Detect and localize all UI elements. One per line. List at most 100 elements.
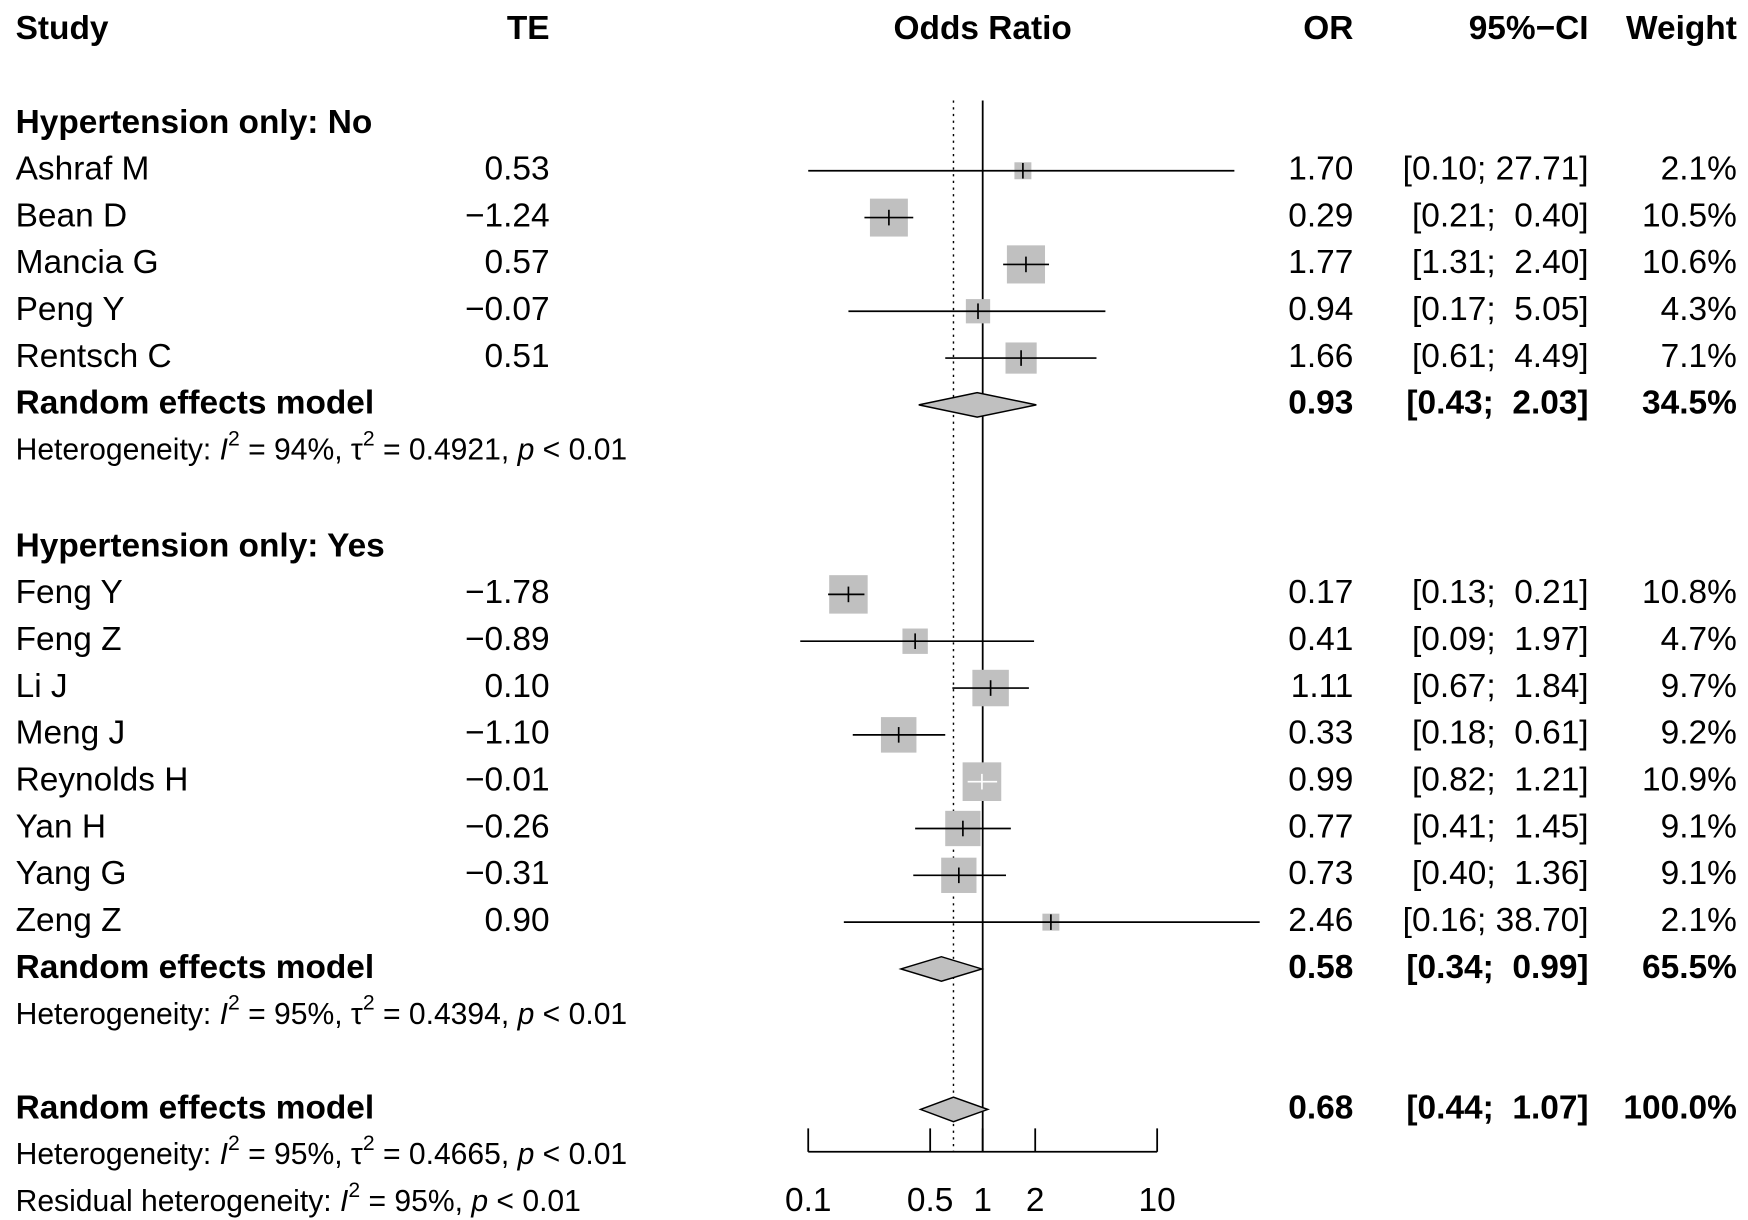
x-tick-label: 2 bbox=[1026, 1182, 1045, 1219]
heterogeneity-part: p bbox=[470, 1185, 488, 1218]
te-label: −1.24 bbox=[465, 197, 550, 234]
heterogeneity-part: = 0.4394, bbox=[375, 998, 518, 1031]
or-label: 0.68 bbox=[1288, 1089, 1353, 1126]
study-name: Mancia G bbox=[16, 244, 159, 281]
x-tick-label: 0.5 bbox=[907, 1182, 953, 1219]
weight-label: 4.7% bbox=[1661, 621, 1737, 658]
header-or: OR bbox=[1303, 10, 1353, 47]
or-label: 0.41 bbox=[1288, 621, 1353, 658]
study-name: Peng Y bbox=[16, 291, 125, 328]
model-label: Random effects model bbox=[16, 949, 375, 986]
heterogeneity-part: 2 bbox=[348, 1178, 360, 1201]
heterogeneity: Heterogeneity: I2 = 95%, τ2 = 0.4394, p … bbox=[16, 991, 628, 1031]
heterogeneity-part: I bbox=[340, 1185, 349, 1218]
te-label: −1.78 bbox=[465, 574, 550, 611]
heterogeneity-part: Heterogeneity: bbox=[16, 1138, 220, 1171]
heterogeneity-part: I bbox=[220, 998, 229, 1031]
weight-label: 10.8% bbox=[1642, 574, 1737, 611]
te-label: 0.10 bbox=[485, 668, 550, 705]
study-name: Rentsch C bbox=[16, 338, 172, 375]
ci-label: [0.40; 1.36] bbox=[1412, 855, 1589, 892]
te-label: −0.89 bbox=[465, 621, 550, 658]
ci-label: [0.10; 27.71] bbox=[1403, 151, 1589, 188]
ci-label: [0.13; 0.21] bbox=[1412, 574, 1589, 611]
or-label: 0.77 bbox=[1288, 808, 1353, 845]
summary-diamond bbox=[918, 391, 1037, 418]
weight-label: 10.9% bbox=[1642, 762, 1737, 799]
ci-label: [0.44; 1.07] bbox=[1406, 1089, 1588, 1126]
heterogeneity-part: p bbox=[517, 998, 535, 1031]
heterogeneity-part: 2 bbox=[228, 991, 240, 1014]
or-label: 0.17 bbox=[1288, 574, 1353, 611]
heterogeneity-part: 2 bbox=[228, 427, 240, 450]
heterogeneity-part: Heterogeneity: bbox=[16, 434, 220, 467]
heterogeneity-part: τ bbox=[351, 434, 363, 467]
heterogeneity-part: = 94%, bbox=[240, 434, 351, 467]
heterogeneity-part: p bbox=[517, 434, 535, 467]
or-label: 1.70 bbox=[1288, 151, 1353, 188]
heterogeneity-part: Residual heterogeneity: bbox=[16, 1185, 340, 1218]
or-label: 0.93 bbox=[1288, 385, 1353, 422]
te-label: −0.01 bbox=[465, 762, 550, 799]
weight-label: 9.1% bbox=[1661, 855, 1737, 892]
ci-label: [0.09; 1.97] bbox=[1412, 621, 1589, 658]
x-tick-label: 0.1 bbox=[785, 1182, 831, 1219]
summary-diamond bbox=[918, 1096, 990, 1123]
te-label: 0.53 bbox=[485, 151, 550, 188]
or-label: 0.94 bbox=[1288, 291, 1353, 328]
heterogeneity-part: 2 bbox=[363, 991, 375, 1014]
model-label: Random effects model bbox=[16, 1089, 375, 1126]
x-tick-label: 1 bbox=[973, 1182, 992, 1219]
weight-label: 9.1% bbox=[1661, 808, 1737, 845]
or-label: 1.66 bbox=[1288, 338, 1353, 375]
ci-label: [0.43; 2.03] bbox=[1406, 385, 1588, 422]
or-label: 2.46 bbox=[1288, 902, 1353, 939]
or-label: 0.33 bbox=[1288, 715, 1353, 752]
or-label: 0.73 bbox=[1288, 855, 1353, 892]
te-label: 0.90 bbox=[485, 902, 550, 939]
te-label: −0.26 bbox=[465, 808, 550, 845]
heterogeneity-part: < 0.01 bbox=[534, 434, 627, 467]
heterogeneity-part: = 95%, bbox=[360, 1185, 471, 1218]
heterogeneity: Heterogeneity: I2 = 95%, τ2 = 0.4665, p … bbox=[16, 1132, 628, 1172]
heterogeneity-part: = 0.4665, bbox=[375, 1138, 518, 1171]
heterogeneity-part: I bbox=[220, 1138, 229, 1171]
weight-label: 4.3% bbox=[1661, 291, 1737, 328]
study-name: Yan H bbox=[16, 808, 106, 845]
weight-label: 65.5% bbox=[1642, 949, 1737, 986]
summary-diamond bbox=[898, 955, 985, 982]
ci-label: [0.41; 1.45] bbox=[1412, 808, 1589, 845]
te-label: −0.07 bbox=[465, 291, 550, 328]
weight-label: 100.0% bbox=[1623, 1089, 1736, 1126]
weight-label: 2.1% bbox=[1661, 151, 1737, 188]
header-ci: 95%−CI bbox=[1469, 10, 1589, 47]
or-label: 1.77 bbox=[1288, 244, 1353, 281]
heterogeneity-part: Heterogeneity: bbox=[16, 998, 220, 1031]
ci-label: [0.82; 1.21] bbox=[1412, 762, 1589, 799]
or-label: 0.99 bbox=[1288, 762, 1353, 799]
heterogeneity-part: τ bbox=[351, 1138, 363, 1171]
te-label: 0.57 bbox=[485, 244, 550, 281]
x-tick-label: 10 bbox=[1139, 1182, 1176, 1219]
weight-label: 9.2% bbox=[1661, 715, 1737, 752]
heterogeneity-part: = 95%, bbox=[240, 998, 351, 1031]
ci-label: [0.16; 38.70] bbox=[1403, 902, 1589, 939]
study-name: Reynolds H bbox=[16, 762, 189, 799]
te-label: 0.51 bbox=[485, 338, 550, 375]
or-label: 1.11 bbox=[1291, 668, 1354, 705]
ci-label: [0.17; 5.05] bbox=[1412, 291, 1589, 328]
heterogeneity-part: τ bbox=[351, 998, 363, 1031]
heterogeneity-part: 2 bbox=[363, 427, 375, 450]
study-name: Yang G bbox=[16, 855, 127, 892]
te-label: −0.31 bbox=[465, 855, 550, 892]
ci-label: [0.34; 0.99] bbox=[1406, 949, 1588, 986]
weight-label: 10.5% bbox=[1642, 197, 1737, 234]
study-name: Meng J bbox=[16, 715, 126, 752]
ci-label: [0.18; 0.61] bbox=[1412, 715, 1589, 752]
heterogeneity-part: = 95%, bbox=[240, 1138, 351, 1171]
study-name: Feng Y bbox=[16, 574, 123, 611]
group-title: Hypertension only: No bbox=[16, 104, 373, 141]
or-label: 0.29 bbox=[1288, 197, 1353, 234]
residual-heterogeneity: Residual heterogeneity: I2 = 95%, p < 0.… bbox=[16, 1178, 581, 1218]
